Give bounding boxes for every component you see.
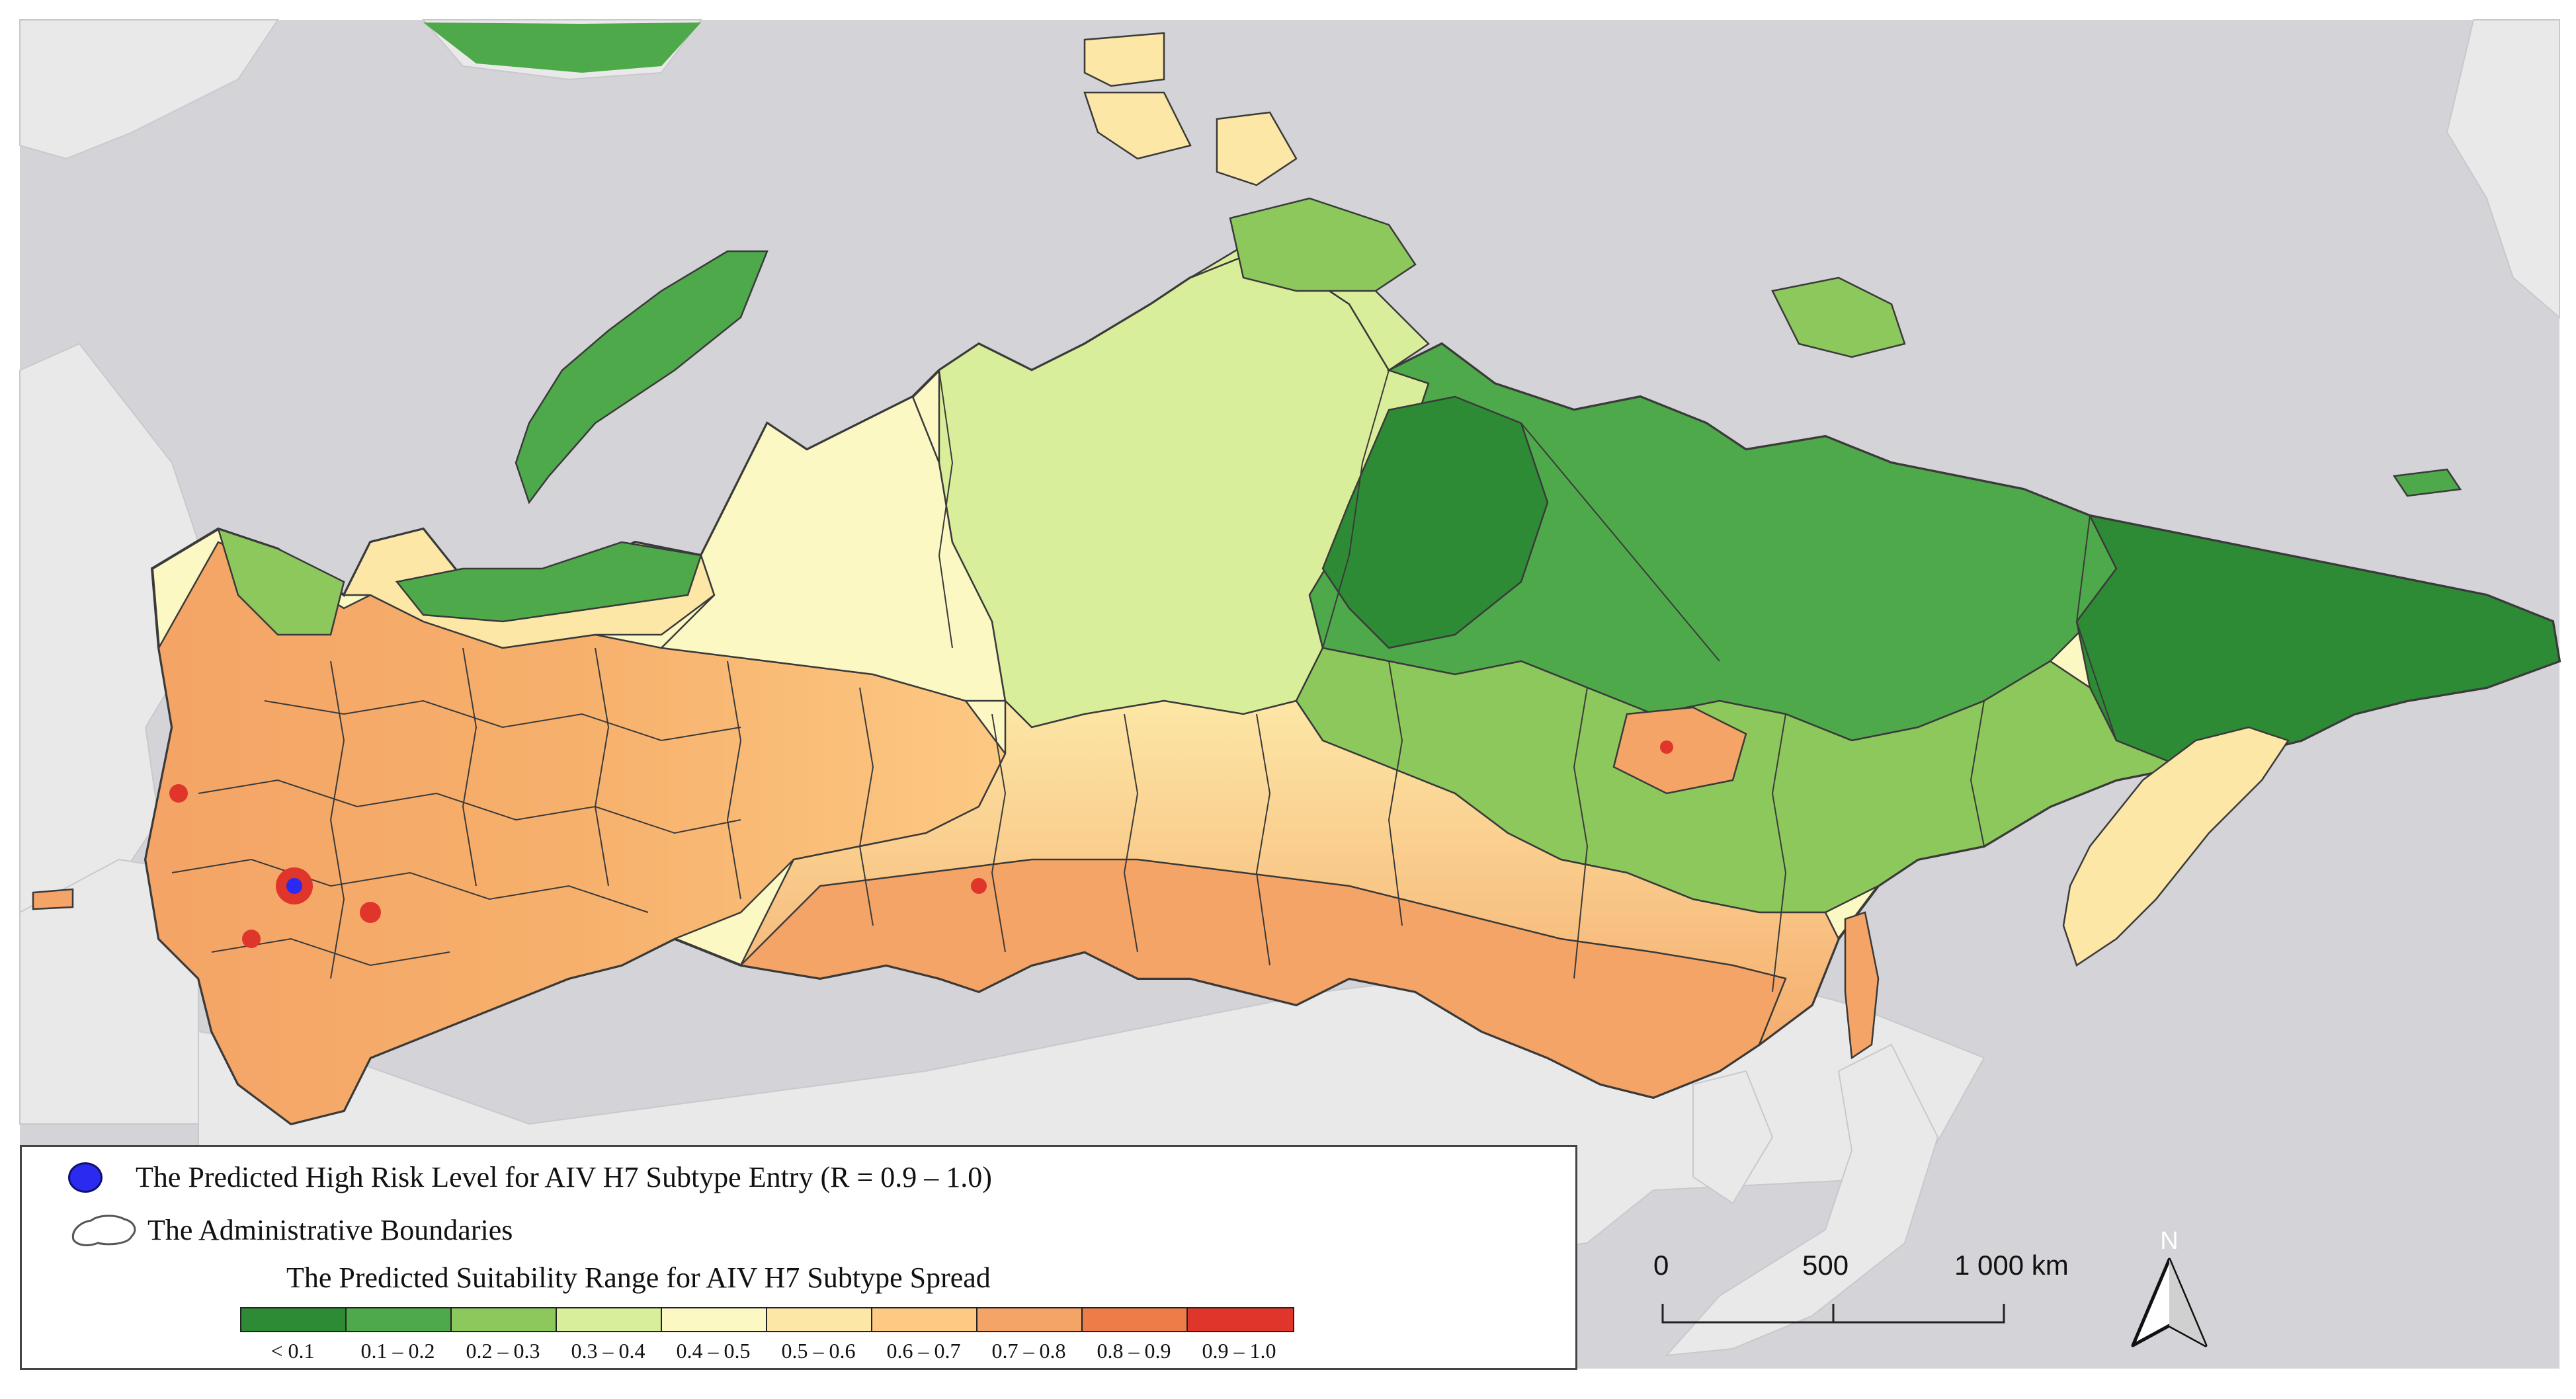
legend-swatch-0 (241, 1308, 347, 1331)
legend-swatch-9 (1188, 1308, 1293, 1331)
franz-josef-land (1083, 32, 1165, 87)
legend-ramp-title: The Predicted Suitability Range for AIV … (286, 1261, 991, 1294)
map-legend: The Predicted High Risk Level for AIV H7… (20, 1145, 1577, 1370)
scale-bar: 0 500 1 000 km (1653, 1250, 2069, 1336)
legend-swatch-7 (977, 1308, 1083, 1331)
greenland-land (19, 19, 279, 160)
legend-swatch-1 (347, 1308, 452, 1331)
high-risk-hotspots (169, 740, 1673, 948)
kamchatka (2062, 726, 2290, 967)
legend-class-label-6: 0.6 – 0.7 (886, 1339, 961, 1363)
legend-swatch-2 (452, 1308, 557, 1331)
north-label: N (2160, 1227, 2178, 1255)
zone-arkhangelsk-green (395, 541, 702, 623)
legend-class-label-2: 0.2 – 0.3 (466, 1339, 540, 1363)
legend-color-ramp (240, 1307, 1294, 1332)
arctic-island-1 (1083, 91, 1192, 160)
kaliningrad (32, 888, 74, 910)
legend-swatch-3 (557, 1308, 662, 1331)
zone-yakutsk-patch (1612, 706, 1747, 795)
zone-kola-green (217, 528, 345, 636)
legend-class-label-9: 0.9 – 1.0 (1202, 1339, 1276, 1363)
legend-swatch-5 (767, 1308, 872, 1331)
europe-land (19, 858, 199, 1125)
japan-land (1665, 1043, 1939, 1357)
new-siberian-islands (1771, 276, 1906, 358)
legend-ramp-labels: < 0.1 0.1 – 0.2 0.2 – 0.3 0.3 – 0.4 0.4 – 0.… (240, 1339, 1292, 1363)
alaska-land (2446, 19, 2560, 319)
scale-label-0: 0 (1653, 1250, 1669, 1281)
legend-class-label-8: 0.8 – 0.9 (1097, 1339, 1171, 1363)
arctic-island-2 (1216, 111, 1298, 186)
legend-high-risk-row: The Predicted High Risk Level for AIV H7… (68, 1160, 992, 1194)
legend-class-label-5: 0.5 – 0.6 (781, 1339, 856, 1363)
scale-label-500: 500 (1802, 1250, 1849, 1281)
legend-boundaries-row: The Administrative Boundaries (68, 1210, 513, 1250)
legend-class-label-0: < 0.1 (270, 1339, 315, 1363)
scale-label-1000: 1 000 km (1954, 1250, 2069, 1281)
legend-swatch-4 (662, 1308, 767, 1331)
legend-class-label-4: 0.4 – 0.5 (676, 1339, 751, 1363)
legend-class-label-3: 0.3 – 0.4 (571, 1339, 645, 1363)
suitability-zones (32, 32, 2561, 1125)
novaya-zemlya (515, 250, 769, 504)
legend-class-label-1: 0.1 – 0.2 (360, 1339, 435, 1363)
legend-high-risk-label: The Predicted High Risk Level for AIV H7… (136, 1161, 992, 1193)
legend-swatch-6 (872, 1308, 977, 1331)
high-risk-dot-icon (68, 1162, 103, 1193)
wrangel-island (2392, 468, 2462, 497)
scale-bar-line (1661, 1304, 2005, 1324)
sakhalin (1844, 911, 1880, 1060)
legend-boundaries-label: The Administrative Boundaries (147, 1213, 513, 1246)
zone-yakutia-darkgreen (1321, 395, 1549, 649)
north-arrow-icon: N (2131, 1227, 2208, 1347)
svalbard-suitability (423, 22, 701, 73)
zone-south-orange-strip (739, 858, 1787, 1099)
admin-boundary-icon (71, 1215, 136, 1246)
severnaya-zemlya (1229, 197, 1417, 292)
legend-swatch-8 (1083, 1308, 1188, 1331)
legend-class-label-7: 0.7 – 0.8 (991, 1339, 1066, 1363)
korea-land (1692, 1070, 1774, 1205)
